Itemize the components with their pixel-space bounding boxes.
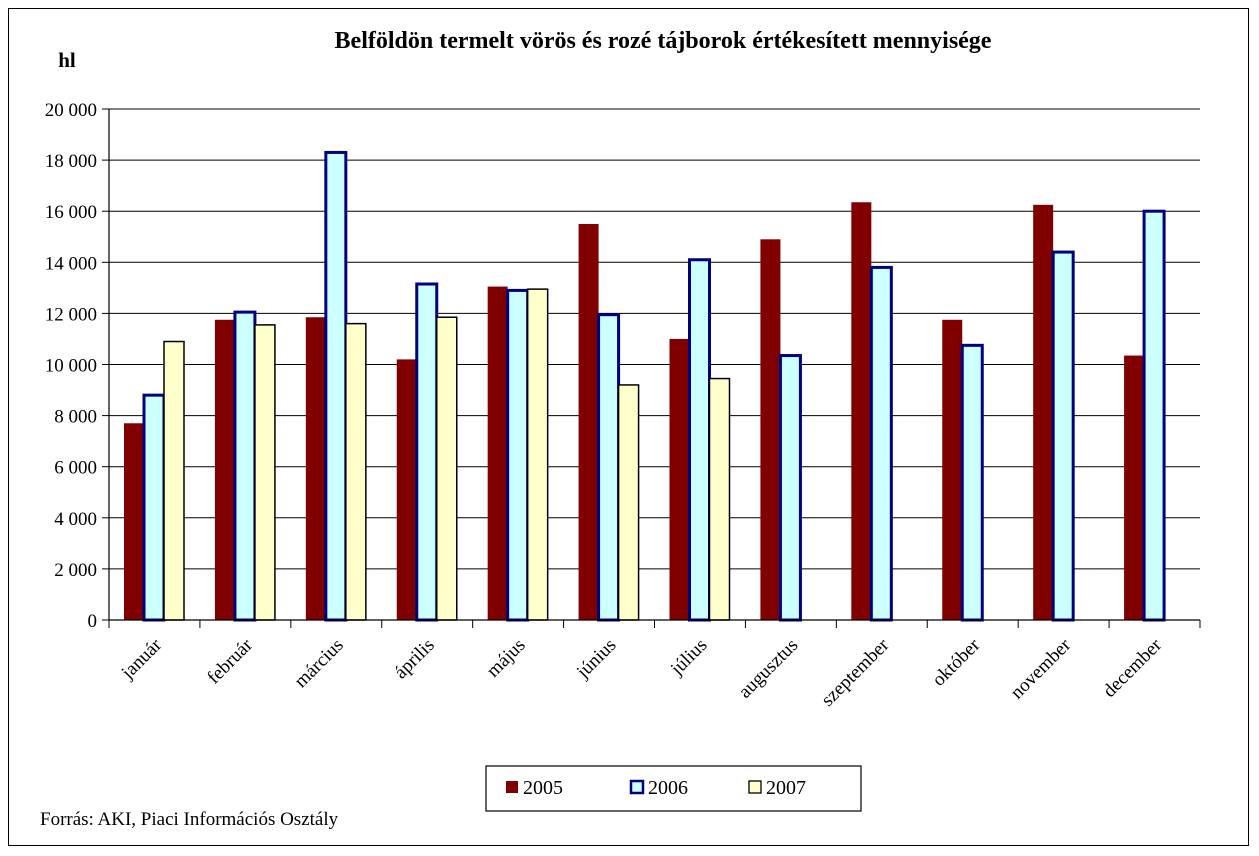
bar-2005-december	[1124, 355, 1145, 620]
bar-2006-január	[142, 393, 166, 622]
bar-2006-november	[1051, 250, 1075, 622]
x-category-label: január	[117, 634, 167, 684]
bar-2005-május	[487, 286, 508, 620]
x-category-label: december	[1099, 634, 1167, 702]
bar-2006-október	[960, 343, 984, 622]
x-category-label: június	[572, 635, 620, 683]
legend-label-2007: 2007	[766, 777, 806, 799]
bar-chart: Belföldön termelt vörös és rozé tájborok…	[40, 28, 1201, 830]
bar-2005-augusztus	[760, 239, 781, 620]
x-category-label: február	[203, 634, 257, 688]
y-tick-labels: 0 2 000 4 000 6 000 8 000 10 000 12 000 14 000 1…	[45, 100, 97, 632]
y-tick-label: 4 000	[54, 509, 97, 530]
y-tick-label: 20 000	[45, 100, 97, 121]
bar-2006-július	[688, 258, 711, 622]
y-tick-label: 18 000	[45, 151, 97, 172]
bar-2007-február	[254, 324, 276, 621]
bar-2005-július	[669, 338, 690, 620]
bar-2005-október	[942, 319, 963, 620]
bar-2006-március	[324, 150, 348, 622]
chart-frame: Belföldön termelt vörös és rozé tájborok…	[8, 8, 1249, 846]
axes	[108, 109, 1201, 628]
legend-label-2005: 2005	[523, 777, 563, 799]
legend-label-2006: 2006	[648, 777, 688, 799]
legend-swatch-2007	[748, 780, 762, 794]
bar-2007-január	[163, 340, 185, 621]
legend-box	[485, 765, 862, 812]
bar-2007-július	[708, 377, 731, 621]
gridlines	[102, 108, 1200, 621]
chart-title: Belföldön termelt vörös és rozé tájborok…	[335, 28, 992, 54]
x-category-label: október	[928, 634, 984, 690]
x-category-label: szeptember	[817, 634, 893, 710]
bar-2005-június	[578, 223, 599, 620]
x-category-labels: január február március április május június jú…	[117, 634, 1167, 710]
y-tick-label: 12 000	[45, 304, 97, 325]
bar-2006-május	[506, 288, 530, 622]
bar-2005-február	[214, 319, 235, 620]
bar-2005-szeptember	[851, 202, 872, 620]
x-category-label: április	[390, 635, 438, 683]
bar-2006-június	[597, 313, 621, 622]
legend-swatch-2005	[506, 781, 518, 793]
x-category-label: november	[1007, 634, 1076, 703]
y-tick-label: 6 000	[54, 458, 97, 479]
bar-2006-február	[233, 310, 257, 622]
bar-2006-április	[415, 282, 439, 622]
bar-2007-május	[526, 288, 549, 621]
bar-2005-január	[124, 423, 144, 620]
y-axis-unit-label: hl	[58, 48, 76, 72]
bar-2006-december	[1142, 209, 1166, 622]
source-note: Forrás: AKI, Piaci Információs Osztály	[40, 809, 339, 830]
bar-2005-március	[305, 317, 326, 620]
bar-2007-április	[436, 316, 458, 621]
y-tick-label: 10 000	[45, 356, 97, 377]
bar-2007-március	[345, 322, 367, 621]
bar-2005-április	[396, 359, 417, 620]
bars-group	[124, 150, 1166, 622]
y-tick-label: 0	[88, 611, 98, 632]
bar-2005-november	[1033, 204, 1054, 620]
x-category-label: március	[290, 635, 347, 692]
x-category-label: július	[666, 635, 711, 680]
x-category-label: május	[483, 635, 530, 682]
bar-2006-szeptember	[869, 265, 893, 622]
legend-swatch-2006	[629, 779, 645, 795]
y-tick-label: 14 000	[45, 253, 97, 274]
y-tick-label: 16 000	[45, 202, 97, 223]
legend: 2005 2006 2007	[485, 765, 862, 812]
x-category-label: augusztus	[735, 635, 803, 703]
bar-2007-június	[617, 384, 640, 621]
bar-2006-augusztus	[778, 354, 802, 622]
y-tick-label: 8 000	[54, 407, 97, 428]
y-tick-label: 2 000	[54, 560, 97, 581]
